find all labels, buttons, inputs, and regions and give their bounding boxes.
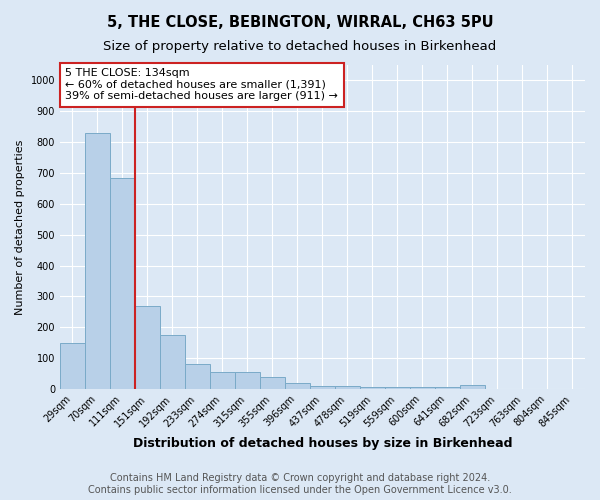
Bar <box>410 388 435 389</box>
Bar <box>185 364 210 389</box>
Bar <box>210 372 235 389</box>
Text: Size of property relative to detached houses in Birkenhead: Size of property relative to detached ho… <box>103 40 497 53</box>
Bar <box>335 386 360 389</box>
Bar <box>460 385 485 389</box>
Text: 5 THE CLOSE: 134sqm
← 60% of detached houses are smaller (1,391)
39% of semi-det: 5 THE CLOSE: 134sqm ← 60% of detached ho… <box>65 68 338 102</box>
Bar <box>110 178 135 389</box>
Y-axis label: Number of detached properties: Number of detached properties <box>15 140 25 314</box>
Bar <box>260 376 285 389</box>
Bar <box>60 343 85 389</box>
Bar <box>385 388 410 389</box>
Text: Contains HM Land Registry data © Crown copyright and database right 2024.
Contai: Contains HM Land Registry data © Crown c… <box>88 474 512 495</box>
X-axis label: Distribution of detached houses by size in Birkenhead: Distribution of detached houses by size … <box>133 437 512 450</box>
Bar <box>85 133 110 389</box>
Bar <box>310 386 335 389</box>
Bar <box>285 384 310 389</box>
Bar <box>135 306 160 389</box>
Bar <box>435 388 460 389</box>
Text: 5, THE CLOSE, BEBINGTON, WIRRAL, CH63 5PU: 5, THE CLOSE, BEBINGTON, WIRRAL, CH63 5P… <box>107 15 493 30</box>
Bar <box>360 388 385 389</box>
Bar <box>235 372 260 389</box>
Bar <box>160 335 185 389</box>
